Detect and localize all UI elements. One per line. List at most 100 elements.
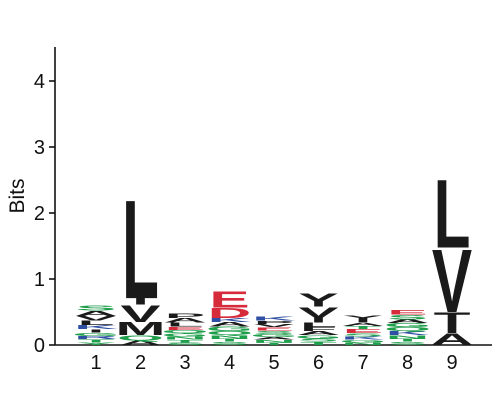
residue-G-pos4-4: G	[206, 325, 253, 332]
residue-A-pos1-8: A	[74, 309, 118, 317]
residue-A-pos5-2: A	[252, 336, 296, 340]
residue-D-pos4-7: D	[208, 305, 252, 321]
residue-K-pos7-2: K	[341, 336, 385, 341]
residue-V-pos5-6: V	[254, 323, 295, 328]
residue-G-pos8-5: G	[384, 322, 431, 328]
residue-T-pos3-1: T	[167, 339, 204, 343]
residue-I-pos2-4: I	[132, 297, 149, 307]
x-tick-label-6: 7	[357, 352, 368, 374]
x-tick-label-8: 9	[446, 352, 457, 374]
residue-L-pos6-5: L	[300, 321, 337, 328]
residue-T-pos6-0: T	[300, 341, 337, 346]
residue-T-pos5-0: T	[256, 342, 293, 346]
residue-A-pos6-3: A	[297, 330, 341, 336]
residue-I-pos7-7: I	[355, 318, 372, 323]
residue-I-pos1-4: I	[88, 328, 105, 333]
residue-G-pos1-3: G	[73, 332, 120, 337]
residue-T-pos9-2: T	[434, 308, 471, 331]
residue-T-pos1-1: T	[78, 338, 115, 343]
residue-G-pos7-1: G	[340, 339, 387, 343]
residue-K-pos1-5: K	[74, 324, 118, 330]
x-tick-label-3: 4	[224, 352, 235, 374]
residue-S-pos8-0: S	[387, 341, 427, 346]
residue-T-pos7-5: T	[345, 325, 382, 330]
chart-axes	[54, 47, 492, 346]
residue-Q-pos8-4: Q	[384, 326, 431, 332]
residue-P-pos5-7: P	[254, 320, 294, 325]
residue-S-pos4-0: S	[209, 341, 249, 346]
residue-V-pos6-7: V	[298, 304, 338, 320]
y-tick-label-2: 2	[34, 203, 45, 225]
x-tick-label-4: 5	[268, 352, 279, 374]
residue-N-pos7-0: N	[341, 342, 385, 346]
residue-S-pos7-3: S	[343, 332, 383, 337]
residue-S-pos8-7: S	[387, 314, 427, 321]
x-tick-labels: 1 2 3 4 5 6 7 8 9	[90, 352, 457, 374]
residue-N-pos4-2: N	[208, 334, 252, 339]
residue-N-pos5-1: N	[252, 339, 296, 343]
residue-E-pos4-8: E	[209, 287, 249, 313]
residue-N-pos8-2: N	[386, 334, 430, 339]
residue-L-pos1-6: L	[78, 319, 115, 326]
residue-K-pos5-8: K	[252, 316, 296, 322]
x-tick-label-5: 6	[313, 352, 324, 374]
residue-V-pos2-3: V	[120, 300, 161, 327]
residue-V-pos1-7: V	[76, 315, 117, 322]
residue-E-pos3-5: E	[165, 326, 205, 331]
y-tick-label-3: 3	[34, 137, 45, 159]
residue-A-pos4-5: A	[208, 321, 252, 328]
residue-Q-pos3-4: Q	[162, 329, 209, 334]
residue-G-pos3-3: G	[162, 332, 209, 337]
residue-A-pos8-6: A	[386, 318, 430, 324]
residue-S-pos5-4: S	[254, 330, 294, 335]
y-tick-label-0: 0	[34, 335, 45, 357]
residue-T-pos4-1: T	[211, 338, 248, 343]
residue-A-pos2-0: A	[119, 339, 163, 346]
residue-K-pos8-3: K	[386, 330, 430, 336]
residue-M-pos2-2: M	[115, 319, 165, 339]
residue-L-pos3-6: L	[167, 322, 204, 328]
residue-L-pos2-5: L	[122, 171, 159, 328]
letter-stacks: YTRGIKLVASAQMVILSTNGQELAPSTNQGAKDETNAGSE…	[73, 161, 474, 349]
residue-Y-pos1-0: Y	[76, 342, 116, 346]
y-tick-label-4: 4	[34, 71, 45, 93]
residue-S-pos1-9: S	[76, 304, 116, 312]
y-ticks: 0 1 2 3 4	[34, 71, 55, 357]
x-tick-label-1: 2	[135, 352, 146, 374]
x-tick-label-7: 8	[402, 352, 413, 374]
residue-Y-pos7-8: Y	[343, 314, 383, 320]
residue-A-pos7-6: A	[341, 322, 385, 327]
residue-G-pos5-3: G	[251, 333, 298, 338]
residue-P-pos3-8: P	[165, 312, 205, 319]
residue-T-pos8-1: T	[389, 338, 426, 343]
residue-G-pos6-2: G	[295, 334, 342, 339]
residue-I-pos6-6: I	[310, 316, 327, 324]
residue-V-pos9-3: V	[432, 231, 472, 332]
residue-Y-pos6-8: Y	[298, 291, 339, 311]
residue-F-pos6-4: F	[300, 326, 337, 332]
residue-S-pos3-0: S	[165, 342, 205, 346]
y-axis-label: Bits	[6, 178, 29, 213]
residue-E-pos8-8: E	[387, 309, 427, 316]
residue-R-pos1-2: R	[74, 335, 118, 340]
residue-Q-pos2-1: Q	[117, 334, 164, 342]
residue-A-pos9-0: A	[430, 330, 474, 348]
x-tick-label-2: 3	[179, 352, 190, 374]
residue-E-pos5-5: E	[254, 326, 294, 331]
residue-K-pos4-6: K	[208, 317, 252, 323]
residue-Q-pos4-3: Q	[206, 330, 253, 336]
residue-S-pos6-1: S	[298, 338, 338, 343]
x-tick-label-0: 1	[90, 352, 101, 374]
y-tick-label-1: 1	[34, 269, 45, 291]
residue-L-pos9-4: L	[434, 161, 471, 269]
